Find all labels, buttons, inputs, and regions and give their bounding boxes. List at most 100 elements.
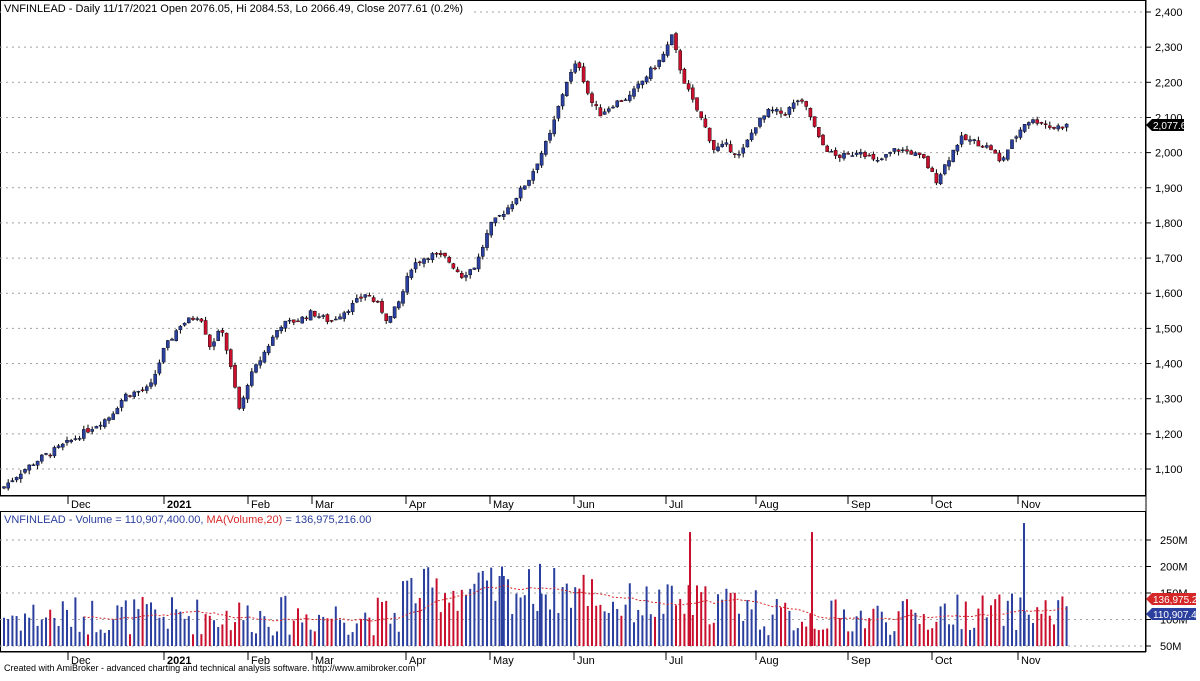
candle-body [699,111,703,118]
candle-body [586,81,590,94]
candle-body [439,252,443,256]
x-axis-label: Jun [577,499,595,511]
candle-body [40,454,44,462]
x-axis-label: Feb [251,655,270,667]
volume-value-marker: 110,907.4 [1146,608,1197,621]
x-axis-label: Oct [935,499,952,511]
candle-body [754,127,758,134]
candle-body [938,174,943,185]
candle-body [262,351,267,363]
candle-body [392,306,397,319]
price-tick-label: 1,700 [1155,253,1183,265]
candle-body [313,310,317,317]
candle-body [1001,157,1006,161]
candle-body [182,322,187,326]
candle-body [2,486,6,489]
candle-body [115,408,120,415]
candle-body [73,438,78,440]
x-axis-label: Feb [251,499,270,511]
candle-body [1039,122,1044,124]
candle-body [884,154,888,158]
price-tick-label: 1,800 [1155,218,1183,230]
candle-body [560,94,565,107]
candle-body [14,476,19,481]
candle-body [464,275,468,278]
candle-body [287,319,292,322]
candle-body [951,149,955,162]
candle-body [98,424,103,427]
candle-body [485,233,489,248]
candle-body [149,382,153,387]
price-tick-label: 1,200 [1155,429,1183,441]
candle-body [271,336,275,346]
candle-body [808,107,813,118]
candle-body [220,330,225,333]
candle-body [279,326,284,332]
candle-body [905,149,909,152]
candle-body [531,171,535,181]
ma-value-label: 136,975.2 [1153,595,1198,606]
candle-body [1010,139,1014,149]
candle-body [867,154,871,157]
candle-body [111,413,115,420]
candle-body [35,460,40,466]
candle-body [468,269,473,276]
candle-body [384,313,389,321]
candle-body [909,150,913,155]
x-axis-label: Apr [409,499,426,511]
candle-body [497,215,502,217]
price-tick-label: 1,400 [1155,359,1183,371]
volume-panel-title: VNFINLEAD - Volume = 110,907,400.00, MA(… [4,514,371,526]
candle-body [1014,136,1018,139]
candle-body [300,316,305,324]
candle-body [90,429,94,432]
candle-body [964,134,968,141]
candle-body [590,93,594,103]
candle-body [728,144,733,153]
candle-body [371,297,376,302]
candle-body [859,151,863,155]
candle-body [829,151,834,153]
candle-body [170,338,174,341]
candle-body [409,269,414,278]
candle-body [27,464,32,471]
x-axis-label: Apr [409,655,426,667]
candle-body [413,262,418,270]
candle-body [615,100,619,108]
candle-body [724,142,729,145]
candle-body [434,253,439,255]
candle-body [346,311,351,313]
x-axis-label: Dec [71,499,91,511]
candle-body [165,340,170,348]
axis-ticks: 1,100 1,200 1,300 1,400 1,500 1,600 1,700 1,800… [67,7,1188,667]
price-tick-label: 2,200 [1155,77,1183,89]
candlesticks [2,31,1069,491]
candle-body [228,349,233,367]
candle-body [888,152,892,154]
candle-body [762,115,766,120]
candle-body [48,454,52,457]
candle-body [926,156,930,169]
candle-body [401,291,405,304]
candle-body [128,395,132,397]
candle-body [44,453,48,455]
candle-body [397,301,401,309]
candle-body [367,295,372,297]
candle-body [518,187,523,199]
candle-body [275,330,279,338]
candle-body [460,273,464,278]
x-axis-label: Sep [851,499,871,511]
candle-body [854,152,859,155]
candle-body [1006,149,1010,160]
candle-body [968,139,972,142]
candle-body [892,148,897,152]
candle-body [203,320,208,335]
candle-body [649,67,653,79]
volume-title-suffix: = 136,975,216.00 [282,514,371,526]
candle-body [506,207,510,215]
candle-body [791,102,796,109]
volume-title-ma: MA(Volume,20) [207,514,283,526]
candle-body [102,419,107,427]
candle-body [376,300,380,303]
